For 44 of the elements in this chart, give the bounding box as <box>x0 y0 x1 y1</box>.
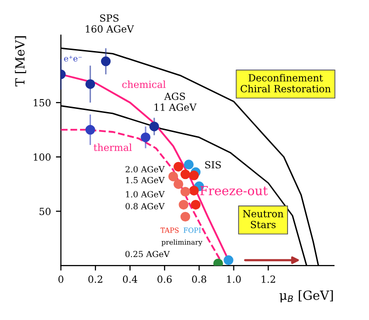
point <box>85 124 96 135</box>
annotation: 2.0 AGeV <box>126 166 165 172</box>
point <box>213 258 224 266</box>
annotation: Freeze-out <box>200 186 268 196</box>
x-tick-label: 0.4 <box>122 275 138 283</box>
annotation: Neutron Stars <box>242 210 284 228</box>
annotation: e⁺e⁻ <box>64 56 82 62</box>
text: SPS 160 AGeV <box>86 14 134 33</box>
y-tick-label: 150 <box>34 99 51 106</box>
point <box>85 79 96 89</box>
point <box>180 186 190 197</box>
annotation: 0.8 AGeV <box>126 203 165 210</box>
y-axis-title: T [MeV] <box>14 36 26 86</box>
point <box>184 160 194 170</box>
annotation: chemical <box>122 80 166 88</box>
point <box>178 200 188 210</box>
point <box>168 172 178 182</box>
point <box>100 56 111 66</box>
annotation: thermal <box>94 144 132 152</box>
y-tick-label: 100 <box>34 153 51 161</box>
y-tick-label: 50 <box>40 208 51 216</box>
point <box>180 212 190 222</box>
point <box>224 255 234 266</box>
annotation: 0.25 AGeV <box>125 250 170 258</box>
point <box>189 186 199 196</box>
annotation: Deconfinement Chiral Restoration <box>240 74 331 92</box>
annotation: 1.5 AGeV <box>126 176 165 184</box>
point <box>190 200 201 210</box>
annotation: 1.0 AGeV <box>126 191 165 198</box>
annotation: SIS <box>205 161 221 168</box>
x-tick-label: 1.0 <box>227 275 241 283</box>
point <box>140 132 150 142</box>
point <box>149 122 160 132</box>
x-axis-title: μ$_{B}$ [GeV] <box>280 290 333 302</box>
x-tick-label: 0.6 <box>157 275 172 283</box>
annotation: AGS 11 AGeV <box>154 92 197 111</box>
x-tick-label: 0.2 <box>88 275 102 283</box>
point <box>174 179 184 189</box>
x-tick-label: 0.8 <box>192 275 206 283</box>
x-tick-label: 1.2 <box>262 275 276 283</box>
point <box>180 169 190 180</box>
x-tick-label: 0 <box>58 275 64 283</box>
point <box>174 162 184 172</box>
point <box>189 170 199 180</box>
